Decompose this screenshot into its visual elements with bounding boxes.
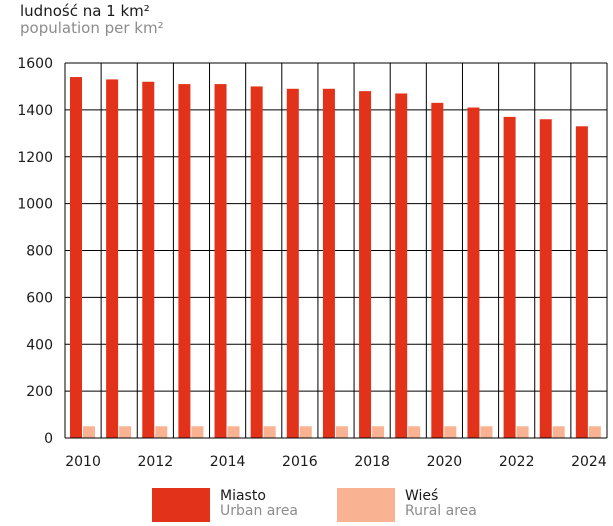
bar-rural-2016	[299, 426, 312, 438]
y-tick-label: 400	[26, 337, 53, 353]
bar-rural-2014	[227, 426, 240, 438]
bar-rural-2022	[516, 426, 529, 438]
y-tick-label: 1200	[17, 150, 53, 166]
x-tick-label: 2016	[282, 454, 318, 470]
bar-urban-2019	[395, 93, 408, 438]
bar-urban-2022	[503, 116, 516, 438]
bar-urban-2023	[539, 119, 552, 438]
y-tick-label: 800	[26, 244, 53, 260]
bar-urban-2014	[214, 84, 227, 438]
y-tick-label: 200	[26, 384, 53, 400]
bar-urban-2024	[575, 126, 588, 438]
legend-label-rural-english: Rural area	[405, 503, 477, 519]
bar-rural-2010	[83, 426, 95, 438]
legend-swatch-rural	[337, 488, 395, 522]
y-axis-title: ludność na 1 km²	[20, 2, 150, 20]
bar-urban-2013	[178, 84, 191, 438]
bar-urban-2015	[250, 86, 263, 438]
bar-rural-2019	[408, 426, 421, 438]
bar-urban-2011	[106, 79, 119, 438]
x-tick-label: 2024	[571, 454, 607, 470]
bar-rural-2018	[372, 426, 385, 438]
bar-rural-2015	[263, 426, 276, 438]
legend-label-rural: Wieś	[405, 488, 439, 504]
bar-urban-2012	[142, 81, 155, 438]
bar-rural-2011	[119, 426, 132, 438]
y-axis-title-english: population per km²	[20, 19, 164, 37]
bar-urban-2016	[286, 88, 299, 438]
legend-label-urban-english: Urban area	[220, 503, 299, 519]
x-tick-label: 2010	[65, 454, 101, 470]
y-tick-label: 0	[44, 431, 53, 447]
bar-urban-2018	[359, 91, 372, 438]
x-tick-label: 2022	[499, 454, 535, 470]
bar-rural-2024	[588, 426, 601, 438]
bar-rural-2017	[335, 426, 348, 438]
bar-urban-2020	[431, 102, 444, 438]
legend-swatch-urban	[152, 488, 210, 522]
bar-urban-2017	[322, 88, 335, 438]
bar-urban-2021	[467, 107, 480, 438]
x-tick-label: 2012	[138, 454, 174, 470]
x-tick-label: 2014	[210, 454, 246, 470]
y-tick-label: 1400	[17, 103, 53, 119]
y-tick-label: 1000	[17, 197, 53, 213]
y-tick-label: 600	[26, 290, 53, 306]
bar-rural-2012	[155, 426, 168, 438]
bar-rural-2023	[552, 426, 565, 438]
bar-rural-2021	[480, 426, 493, 438]
legend-label-urban: Miasto	[220, 488, 266, 504]
x-tick-label: 2020	[427, 454, 463, 470]
bar-urban-2010	[70, 77, 82, 438]
y-tick-label: 1600	[17, 56, 53, 72]
bar-rural-2020	[444, 426, 457, 438]
x-tick-label: 2018	[354, 454, 390, 470]
bar-rural-2013	[191, 426, 204, 438]
